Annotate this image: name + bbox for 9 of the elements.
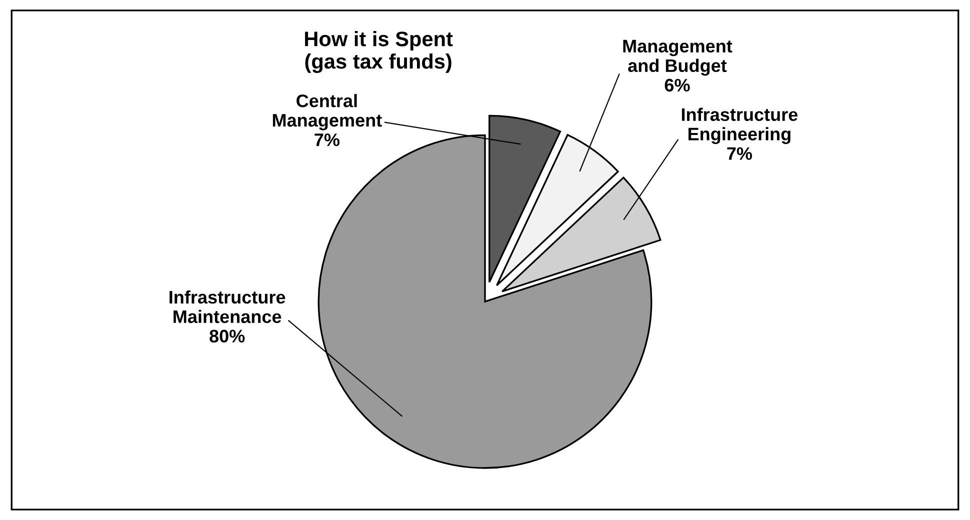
slice-label: Infrastructure Maintenance [170, 290, 286, 324]
slice-label: Infrastructure Engineering [682, 108, 798, 144]
chart-title: How it is Spent (gas tax funds) [305, 31, 453, 73]
slice-label: Management and Budget [623, 40, 732, 76]
data-label: 80% [210, 330, 245, 343]
data-label: 7% [727, 147, 752, 160]
slice-label: Central Management [272, 94, 382, 130]
data-label: 6% [664, 78, 690, 92]
data-label: 7% [314, 133, 340, 146]
